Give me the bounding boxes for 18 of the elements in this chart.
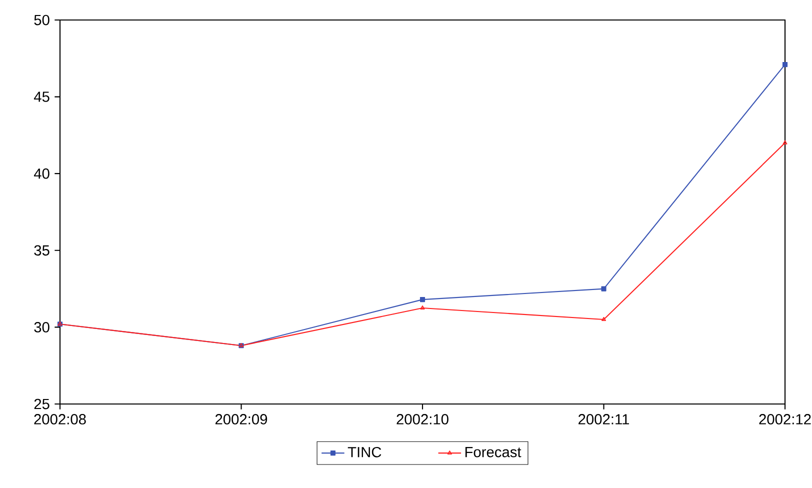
- y-tick-label: 50: [34, 14, 50, 26]
- y-tick-label: 35: [34, 245, 50, 256]
- legend-label: TINC: [348, 446, 382, 458]
- y-tick-label: 25: [34, 398, 50, 410]
- point: [782, 62, 788, 68]
- y-tick-label: 30: [34, 322, 50, 332]
- x-tick-label: 2002:09: [215, 414, 268, 424]
- point: [601, 286, 606, 292]
- y-tick-label: 45: [34, 92, 50, 102]
- x-tick-label: 2002:08: [34, 414, 86, 424]
- point: [420, 297, 426, 302]
- x-tick-label: 2002:12: [759, 414, 811, 424]
- x-tick-label: 2002:11: [578, 414, 630, 424]
- x-tick-label: 2002:10: [396, 414, 448, 424]
- legend-label: Forecast: [465, 447, 522, 458]
- y-tick-label: 40: [34, 168, 50, 179]
- point: [420, 305, 425, 310]
- point: [602, 316, 606, 321]
